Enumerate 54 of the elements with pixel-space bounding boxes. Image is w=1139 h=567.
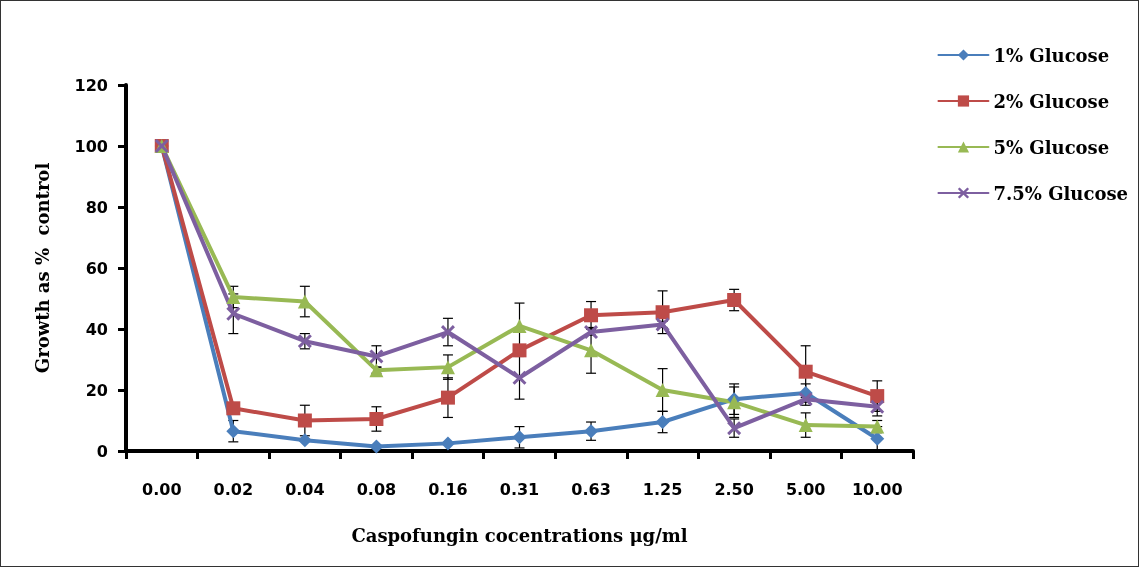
y-tick-label: 0 xyxy=(96,441,108,461)
point xyxy=(655,383,670,397)
y-tick-label: 100 xyxy=(74,136,108,156)
point xyxy=(584,308,599,323)
point xyxy=(512,370,527,385)
point xyxy=(440,325,455,340)
point xyxy=(297,433,312,448)
point xyxy=(798,364,813,379)
point xyxy=(369,349,384,364)
point xyxy=(727,293,742,308)
x-tick-label: 0.31 xyxy=(499,479,540,499)
point xyxy=(512,343,527,358)
point xyxy=(440,436,455,451)
point xyxy=(512,318,527,333)
y-tick-label: 40 xyxy=(85,319,108,339)
y-axis-title: Growth as % control xyxy=(31,162,53,374)
x-tick-label: 0.16 xyxy=(428,479,468,499)
point xyxy=(369,363,384,378)
point xyxy=(655,415,670,430)
point xyxy=(512,430,527,445)
y-tick-label: 60 xyxy=(85,258,108,278)
x-tick-label: 0.04 xyxy=(285,479,325,499)
point xyxy=(297,294,312,309)
point xyxy=(369,439,384,454)
point xyxy=(870,431,885,446)
point xyxy=(870,389,885,404)
legend-label: 1% Glucose xyxy=(993,44,1110,66)
x-tick-label: 1.25 xyxy=(642,479,683,499)
point xyxy=(226,289,241,304)
x-tick-label: 0.08 xyxy=(356,479,397,499)
y-tick-label: 20 xyxy=(85,380,108,400)
y-tick-label: 80 xyxy=(85,197,108,217)
point xyxy=(226,424,241,439)
legend-label: 5% Glucose xyxy=(993,136,1110,158)
point xyxy=(226,401,241,416)
legend-label: 2% Glucose xyxy=(993,90,1110,112)
point xyxy=(226,306,241,321)
x-tick-label: 5.00 xyxy=(785,479,826,499)
x-tick-label: 0.00 xyxy=(142,479,182,499)
point xyxy=(798,418,813,433)
x-tick-label: 0.63 xyxy=(571,479,611,499)
x-axis-title: Caspofungin cocentrations μg/ml xyxy=(351,524,688,546)
point xyxy=(297,413,312,428)
x-tick-label: 0.02 xyxy=(213,479,254,499)
point xyxy=(369,411,384,426)
point xyxy=(440,360,455,375)
x-tick-label: 10.00 xyxy=(851,479,903,499)
point xyxy=(584,325,599,340)
point xyxy=(440,390,455,405)
point xyxy=(584,343,599,358)
x-tick-label: 2.50 xyxy=(714,479,754,499)
legend-label: 7.5% Glucose xyxy=(993,182,1129,204)
point xyxy=(655,305,670,320)
y-tick-label: 120 xyxy=(74,75,108,95)
